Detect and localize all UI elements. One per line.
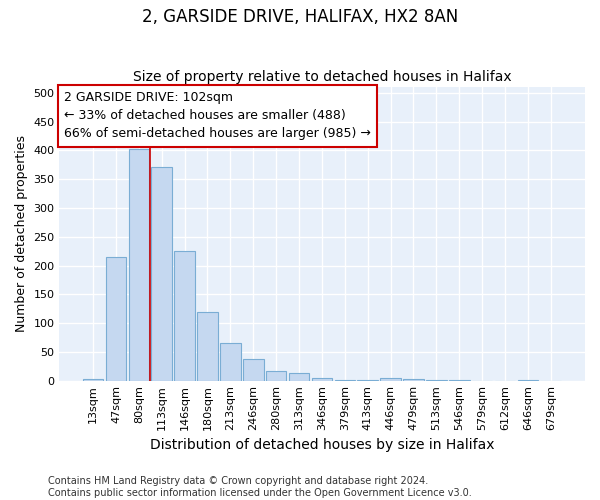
Bar <box>289 374 310 381</box>
Bar <box>518 380 538 381</box>
Bar <box>403 378 424 381</box>
Text: Contains HM Land Registry data © Crown copyright and database right 2024.
Contai: Contains HM Land Registry data © Crown c… <box>48 476 472 498</box>
Bar <box>380 378 401 381</box>
Bar <box>128 148 149 381</box>
Y-axis label: Number of detached properties: Number of detached properties <box>15 136 28 332</box>
Bar <box>311 378 332 381</box>
Title: Size of property relative to detached houses in Halifax: Size of property relative to detached ho… <box>133 70 511 85</box>
Bar <box>243 359 263 381</box>
Bar <box>220 344 241 381</box>
Bar <box>83 378 103 381</box>
Bar <box>358 380 378 381</box>
Bar <box>175 250 195 381</box>
Bar <box>266 370 286 381</box>
Bar <box>151 166 172 381</box>
Bar <box>449 380 470 381</box>
Bar <box>197 312 218 381</box>
Text: 2, GARSIDE DRIVE, HALIFAX, HX2 8AN: 2, GARSIDE DRIVE, HALIFAX, HX2 8AN <box>142 8 458 26</box>
Text: 2 GARSIDE DRIVE: 102sqm
← 33% of detached houses are smaller (488)
66% of semi-d: 2 GARSIDE DRIVE: 102sqm ← 33% of detache… <box>64 92 371 140</box>
Bar <box>426 380 446 381</box>
Bar <box>335 380 355 381</box>
X-axis label: Distribution of detached houses by size in Halifax: Distribution of detached houses by size … <box>149 438 494 452</box>
Bar <box>106 257 126 381</box>
